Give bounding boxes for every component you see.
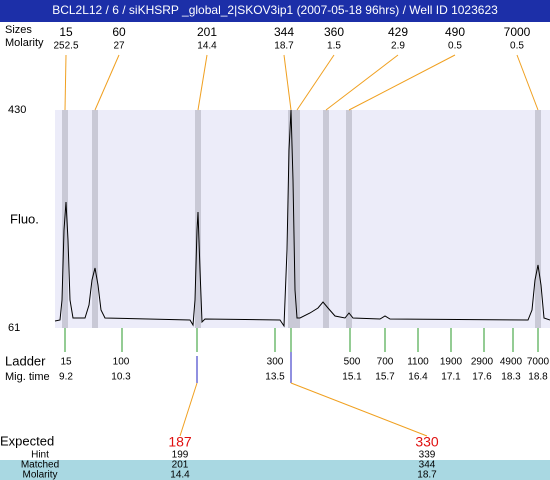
ladder-size: 4900	[500, 357, 523, 368]
hint-size: 339	[419, 450, 436, 461]
ladder-size: 700	[377, 357, 394, 368]
expected-label: Expected	[0, 433, 54, 448]
ladder-size: 300	[267, 357, 284, 368]
peak-size: 490	[445, 25, 465, 39]
peak-band	[346, 110, 352, 328]
ladder-time: 17.1	[441, 372, 461, 383]
mig-time-label: Mig. time	[5, 371, 50, 383]
peak-size: 429	[388, 25, 408, 39]
ladder-size: 100	[113, 357, 130, 368]
peak-band	[288, 110, 294, 328]
peak-connector	[197, 54, 208, 111]
peak-connector	[516, 54, 539, 111]
matched-molarity: 18.7	[417, 470, 437, 480]
expected-size: 330	[415, 434, 439, 450]
peak-band	[92, 110, 98, 328]
expected-size: 187	[168, 434, 192, 450]
trace	[54, 109, 550, 328]
peak-band	[294, 110, 300, 328]
peak-connector	[348, 54, 456, 111]
peak-size: 201	[197, 25, 217, 39]
peak-size: 7000	[504, 25, 531, 39]
molarity-row-label: Molarity	[22, 470, 57, 480]
ladder-time: 18.8	[528, 372, 548, 383]
peak-band	[323, 110, 329, 328]
peak-molarity: 27	[113, 41, 125, 52]
molarity-label: Molarity	[5, 37, 44, 49]
ladder-size: 500	[344, 357, 361, 368]
sizes-label: Sizes	[5, 24, 32, 36]
ladder-size: 1900	[440, 357, 463, 368]
peak-band	[535, 110, 541, 328]
matched-size: 201	[172, 460, 189, 471]
peak-molarity: 252.5	[53, 41, 78, 52]
ladder-time: 18.3	[501, 372, 521, 383]
y-axis-label: Fluo.	[10, 211, 39, 226]
ladder-size: 7000	[527, 357, 550, 368]
connector	[290, 382, 428, 437]
peak-connector	[325, 54, 399, 111]
matched-size: 344	[419, 460, 436, 471]
peak-size: 15	[59, 25, 73, 39]
y-bottom: 61	[8, 322, 20, 334]
ladder-time: 17.6	[472, 372, 492, 383]
hint-label: Hint	[31, 450, 49, 461]
peak-size: 60	[112, 25, 126, 39]
ladder-label: Ladder	[5, 353, 46, 368]
ladder-size: 15	[60, 357, 72, 368]
peak-connector	[64, 54, 67, 111]
peak-connector	[296, 54, 335, 111]
peak-molarity: 0.5	[510, 41, 524, 52]
matched-molarity: 14.4	[170, 470, 190, 480]
ladder-time: 15.7	[375, 372, 395, 383]
matched-band	[0, 460, 550, 480]
peak-molarity: 1.5	[327, 41, 341, 52]
peak-size: 344	[274, 25, 294, 39]
peak-molarity: 14.4	[197, 41, 217, 52]
peak-connector	[94, 54, 120, 111]
peak-molarity: 2.9	[391, 41, 405, 52]
ladder-time: 13.5	[265, 372, 285, 383]
plot-area	[55, 110, 550, 328]
ladder-time: 9.2	[59, 372, 73, 383]
header-title: BCL2L12 / 6 / siKHSRP _global_2|SKOV3ip1…	[52, 3, 498, 17]
hint-size: 199	[172, 450, 189, 461]
y-top: 430	[8, 104, 26, 116]
peak-molarity: 18.7	[274, 41, 294, 52]
matched-label: Matched	[21, 460, 59, 471]
peak-connector	[283, 54, 292, 111]
peak-molarity: 0.5	[448, 41, 462, 52]
ladder-size: 1100	[407, 357, 429, 368]
ladder-time: 16.4	[408, 372, 428, 383]
header-bar	[0, 0, 550, 22]
peak-size: 360	[324, 25, 344, 39]
ladder-time: 10.3	[111, 372, 131, 383]
connector	[179, 382, 198, 437]
ladder-time: 15.1	[342, 372, 362, 383]
ladder-size: 2900	[471, 357, 494, 368]
